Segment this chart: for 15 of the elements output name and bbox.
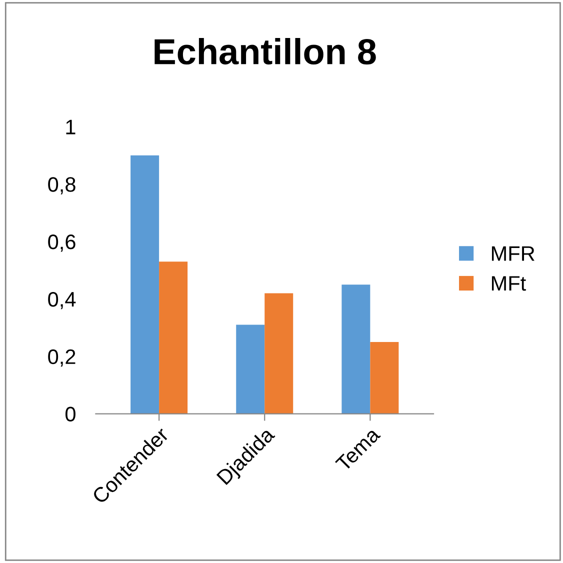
bar bbox=[236, 324, 265, 414]
y-tick-label: 0,4 bbox=[48, 292, 76, 310]
legend-label: MFR bbox=[492, 246, 534, 261]
legend-label: MFt bbox=[492, 276, 526, 291]
bar bbox=[342, 284, 370, 414]
bar bbox=[130, 155, 160, 414]
chart-title: Echantillon 8 bbox=[154, 38, 376, 65]
y-tick-label: 0,2 bbox=[48, 349, 76, 367]
y-tick-label: 1 bbox=[66, 120, 76, 134]
y-tick-label: 0,6 bbox=[48, 234, 76, 252]
y-tick-label: 0,8 bbox=[48, 177, 76, 194]
y-tick-label: 0 bbox=[65, 406, 76, 422]
bar bbox=[264, 293, 294, 414]
bar bbox=[159, 262, 188, 414]
bar bbox=[370, 342, 399, 414]
